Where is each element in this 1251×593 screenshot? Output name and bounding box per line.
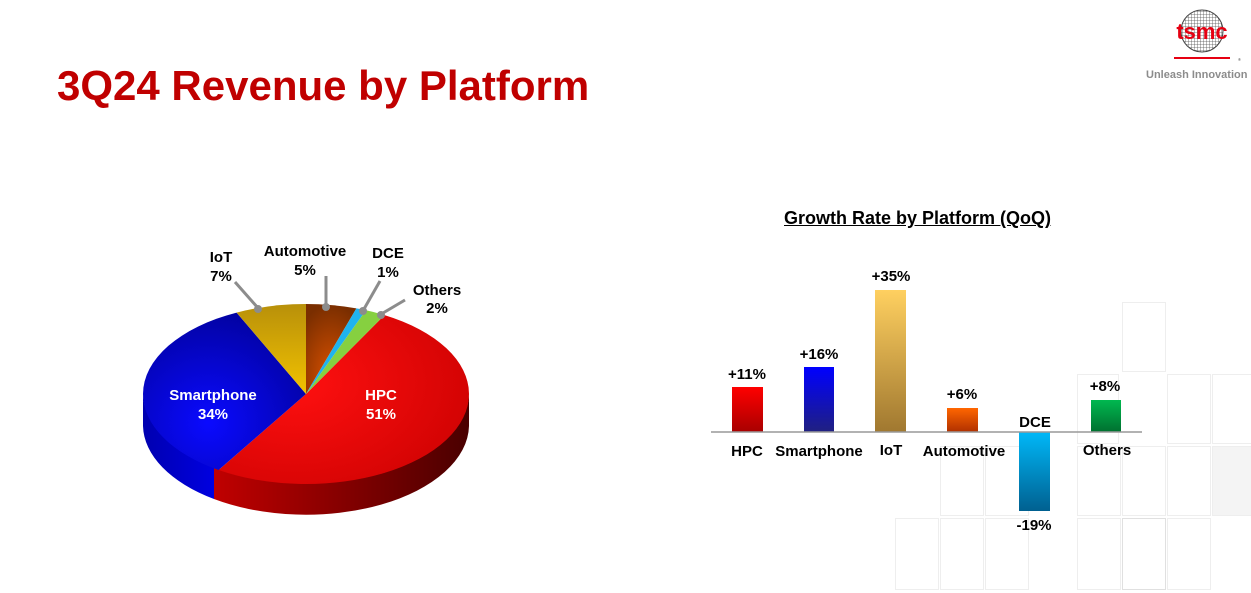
svg-text:®: ® — [1238, 57, 1241, 62]
pie-leader-lines — [233, 276, 406, 319]
bar-value-automotive: +6% — [947, 386, 977, 403]
bar-value-hpc: +11% — [728, 366, 766, 383]
deco-tile — [1212, 374, 1251, 444]
deco-tile — [1167, 374, 1211, 444]
pie-label-others-pct: 2% — [426, 300, 448, 317]
page-title: 3Q24 Revenue by Platform — [57, 62, 590, 109]
bar-label-smartphone: Smartphone — [775, 443, 863, 460]
logo-tagline: Unleash Innovation — [1146, 69, 1248, 81]
deco-tile — [940, 518, 984, 590]
pie-label-hpc-pct: 51% — [366, 406, 396, 423]
bar-chart-title: Growth Rate by Platform (QoQ) — [784, 208, 1052, 228]
deco-tile — [1077, 518, 1121, 590]
pie-label-automotive-pct: 5% — [294, 262, 316, 279]
deco-tile — [1122, 518, 1166, 590]
deco-tile — [1167, 518, 1211, 590]
bar-label-others: Others — [1083, 442, 1131, 459]
pie-label-hpc-name: HPC — [365, 387, 397, 404]
tsmc-logo: tsmc ® — [1140, 8, 1251, 88]
bar-label-dce: DCE — [1019, 414, 1051, 431]
pie-slice-automotive[interactable] — [306, 304, 357, 394]
deco-tile — [1167, 446, 1211, 516]
logo-text: tsmc — [1176, 19, 1227, 44]
revenue-pie-chart: IoT 7% Automotive 5% DCE 1% Others 2% Sm… — [143, 243, 470, 515]
bar-iot[interactable] — [875, 290, 906, 432]
bar-value-dce: -19% — [1016, 517, 1051, 534]
bar-dce[interactable] — [1019, 432, 1050, 511]
pie-side-smartphone — [143, 394, 214, 499]
pie-label-automotive-name: Automotive — [264, 243, 347, 260]
pie-slice-smartphone[interactable] — [143, 312, 306, 470]
growth-bar-chart: +11% +16% +35% +6% -19% +8% HPC Smartpho… — [711, 268, 1142, 534]
pie-side-hpc — [214, 394, 469, 515]
pie-label-others-name: Others — [413, 282, 461, 299]
bar-label-automotive: Automotive — [923, 443, 1006, 460]
wafer-icon: tsmc ® — [1174, 9, 1241, 62]
deco-tile — [1077, 446, 1121, 516]
pie-label-iot-name: IoT — [210, 249, 233, 266]
deco-tile — [940, 446, 984, 516]
bar-value-iot: +35% — [872, 268, 911, 285]
pie-slice-dce[interactable] — [306, 308, 366, 394]
pie-slice-iot[interactable] — [236, 304, 306, 394]
pie-label-dce-pct: 1% — [377, 264, 399, 281]
pie-label-iot-pct: 7% — [210, 268, 232, 285]
pie-slice-others[interactable] — [306, 310, 385, 394]
deco-tile — [895, 518, 939, 590]
pie-label-smartphone-pct: 34% — [198, 406, 228, 423]
pie-slice-hpc[interactable] — [218, 315, 470, 485]
deco-tile — [1122, 302, 1166, 372]
bar-value-others: +8% — [1090, 378, 1120, 395]
deco-tile — [1122, 446, 1166, 516]
bar-smartphone[interactable] — [804, 367, 834, 432]
bar-value-smartphone: +16% — [800, 346, 839, 363]
bar-label-hpc: HPC — [731, 443, 763, 460]
bar-automotive[interactable] — [947, 408, 978, 432]
bar-hpc[interactable] — [732, 387, 763, 432]
bar-label-iot: IoT — [880, 442, 903, 459]
bar-others[interactable] — [1091, 400, 1121, 432]
pie-label-dce-name: DCE — [372, 245, 404, 262]
deco-tile — [985, 518, 1029, 590]
pie-label-smartphone-name: Smartphone — [169, 387, 257, 404]
deco-tile — [1212, 446, 1251, 516]
